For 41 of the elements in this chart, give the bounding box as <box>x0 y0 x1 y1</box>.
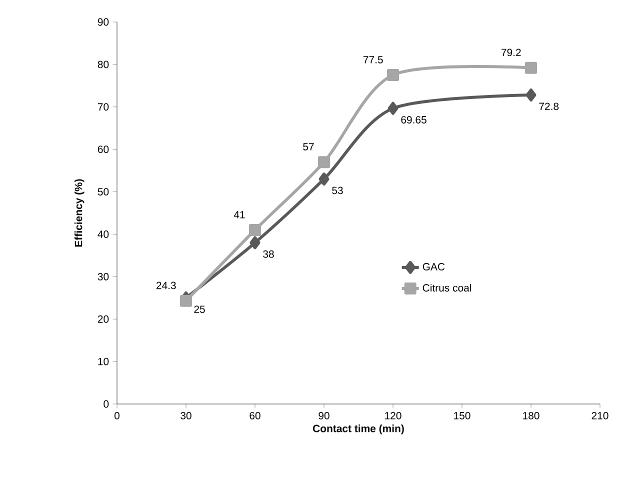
data-label: 24.3 <box>156 282 176 290</box>
x-tick-label: 210 <box>592 412 608 420</box>
point <box>525 62 538 74</box>
x-tick-label: 90 <box>318 412 330 420</box>
x-tick-label: 0 <box>114 412 120 420</box>
y-tick-label: 10 <box>98 358 109 366</box>
x-tick-label: 60 <box>250 412 260 420</box>
data-label: 41 <box>234 211 245 218</box>
point <box>318 156 330 168</box>
data-label: 79.2 <box>501 48 521 56</box>
x-tick-label: 180 <box>523 412 540 420</box>
y-tick-label: 60 <box>98 146 109 154</box>
legend-label: GAC <box>422 263 445 270</box>
y-tick-label: 90 <box>98 18 109 26</box>
data-label: 25 <box>194 306 205 313</box>
point <box>180 294 192 307</box>
point <box>250 236 260 250</box>
point <box>318 172 330 186</box>
y-axis-title: Efficiency (%) <box>74 179 84 247</box>
data-label: 57 <box>303 143 314 150</box>
y-tick-label: 30 <box>98 272 109 280</box>
point <box>388 102 398 115</box>
y-tick-label: 20 <box>98 315 109 323</box>
x-tick-label: 30 <box>180 412 192 420</box>
data-label: 38 <box>263 250 274 258</box>
y-tick-label: 0 <box>104 400 109 408</box>
point <box>387 69 400 82</box>
point <box>526 88 536 102</box>
y-tick-label: 50 <box>98 188 109 196</box>
data-label: 77.5 <box>363 56 383 64</box>
legend-label: Citrus coal <box>422 284 472 292</box>
x-tick-label: 150 <box>454 412 470 420</box>
x-axis-title: Contact time (min) <box>313 424 404 434</box>
x-tick-label: 120 <box>385 412 402 420</box>
data-label: 72.8 <box>539 102 559 110</box>
y-tick-label: 40 <box>98 230 109 238</box>
data-label: 69.65 <box>401 116 426 124</box>
point <box>249 224 262 236</box>
y-tick-label: 80 <box>98 60 109 68</box>
y-tick-label: 70 <box>98 103 109 111</box>
data-label: 53 <box>332 186 343 194</box>
